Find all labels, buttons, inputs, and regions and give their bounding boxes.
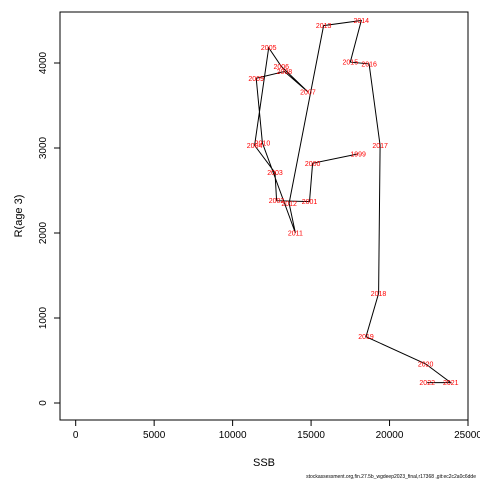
plot-box <box>59 11 469 421</box>
year-label-2009: 2009 <box>248 76 264 83</box>
year-label-2019: 2019 <box>358 334 374 341</box>
y-tick-label: 3000 <box>38 136 49 159</box>
x-tick-label: 20000 <box>376 430 404 441</box>
credit-text: stockassessment.org,fin.27.5b_wgdeep2023… <box>306 474 476 480</box>
year-label-2003: 2003 <box>267 170 283 177</box>
year-label-2010: 2010 <box>255 140 271 147</box>
year-label-2012: 2012 <box>281 201 297 208</box>
year-label-2021: 2021 <box>443 380 459 387</box>
year-label-2008: 2008 <box>277 69 293 76</box>
year-label-2017: 2017 <box>372 143 388 150</box>
year-label-2004: 2004 <box>247 143 263 150</box>
year-label-2006: 2006 <box>273 64 289 71</box>
y-tick-label: 1000 <box>38 306 49 329</box>
year-label-2000: 2000 <box>305 161 321 168</box>
y-tick-label: 2000 <box>38 221 49 244</box>
y-axis: 0 1000 2000 3000 4000 <box>38 51 60 406</box>
x-axis: 0 5000 10000 15000 20000 25000 <box>73 420 480 441</box>
year-label-2005: 2005 <box>261 45 277 52</box>
ssb-recruitment-trace <box>254 19 453 384</box>
year-label-2002: 2002 <box>269 198 285 205</box>
year-label-2022: 2022 <box>419 380 435 387</box>
trace-layer <box>254 19 453 384</box>
year-label-2013: 2013 <box>316 23 332 30</box>
x-tick-label: 15000 <box>297 430 325 441</box>
year-label-2001: 2001 <box>302 199 318 206</box>
y-tick-label: 4000 <box>38 51 49 74</box>
x-tick-label: 10000 <box>219 430 247 441</box>
x-tick-label: 25000 <box>454 430 480 441</box>
year-label-2014: 2014 <box>354 18 370 25</box>
y-tick-label: 0 <box>38 400 49 406</box>
year-label-2018: 2018 <box>371 291 387 298</box>
year-label-layer: 1999 2000 2001 2002 2003 2004 2005 2006 2007 2008… <box>247 18 459 387</box>
x-tick-label: 0 <box>73 430 79 441</box>
year-label-2020: 2020 <box>418 361 434 368</box>
year-label-2015: 2015 <box>343 60 359 67</box>
x-tick-label: 5000 <box>143 430 166 441</box>
year-label-2007: 2007 <box>300 89 316 96</box>
year-label-2016: 2016 <box>361 61 377 68</box>
year-label-1999: 1999 <box>350 151 366 158</box>
x-axis-title: SSB <box>253 457 275 469</box>
year-label-2011: 2011 <box>288 231 303 238</box>
y-axis-title: R(age 3) <box>13 195 25 238</box>
